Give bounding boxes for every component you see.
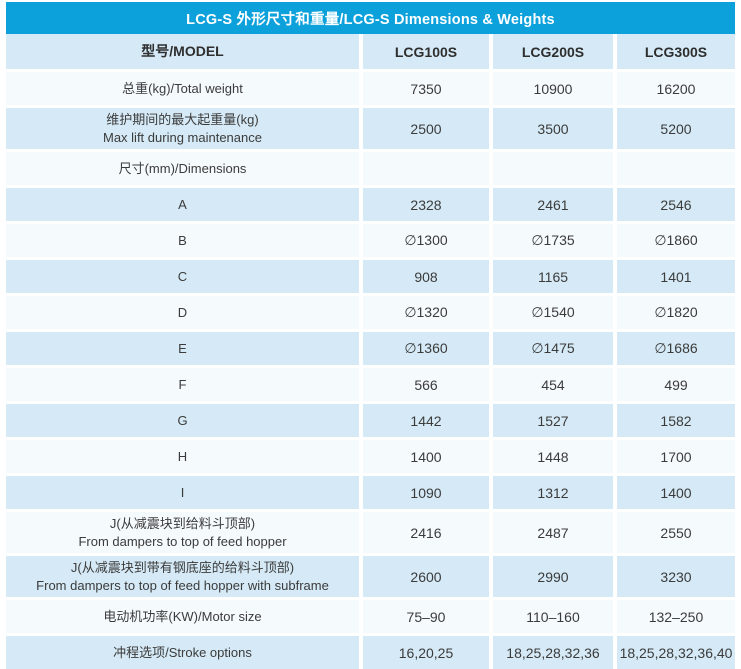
table-row-dim-b: B ∅1300 ∅1735 ∅1860: [6, 224, 735, 258]
table-row-dim-f: F 566 454 499: [6, 368, 735, 402]
row-label: G: [6, 404, 359, 438]
cell-value: 1400: [363, 440, 489, 474]
table-row-dim-c: C 908 1165 1401: [6, 260, 735, 294]
cell-value: 16,20,25: [363, 636, 489, 669]
column-header-lcg100s: LCG100S: [363, 34, 489, 69]
cell-value: ∅1540: [493, 296, 613, 330]
table-row-total-weight: 总重(kg)/Total weight 7350 10900 16200: [6, 72, 735, 105]
cell-value: ∅1860: [617, 224, 735, 258]
cell-value: 1400: [617, 476, 735, 510]
cell-value: 2600: [363, 556, 489, 598]
cell-value: [493, 152, 613, 186]
table-row-dim-i: I 1090 1312 1400: [6, 476, 735, 510]
cell-value: 1312: [493, 476, 613, 510]
table-row-dim-a: A 2328 2461 2546: [6, 188, 735, 222]
table-row-j-feed-hopper: J(从减震块到给料斗顶部) From dampers to top of fee…: [6, 512, 735, 554]
column-header-lcg300s: LCG300S: [617, 34, 735, 69]
row-label: 维护期间的最大起重量(kg) Max lift during maintenan…: [6, 108, 359, 150]
cell-value: [617, 152, 735, 186]
cell-value: 1090: [363, 476, 489, 510]
row-label: A: [6, 188, 359, 222]
row-label: 冲程选项/Stroke options: [6, 636, 359, 669]
cell-value: 1165: [493, 260, 613, 294]
cell-value: 10900: [493, 72, 613, 105]
cell-value: ∅1360: [363, 332, 489, 366]
row-label: I: [6, 476, 359, 510]
row-label: E: [6, 332, 359, 366]
row-label: 总重(kg)/Total weight: [6, 72, 359, 105]
table-row-dim-e: E ∅1360 ∅1475 ∅1686: [6, 332, 735, 366]
cell-value: ∅1686: [617, 332, 735, 366]
model-header-row: 型号/MODEL LCG100S LCG200S LCG300S: [6, 34, 735, 69]
cell-value: 566: [363, 368, 489, 402]
cell-value: 499: [617, 368, 735, 402]
cell-value: 1582: [617, 404, 735, 438]
cell-value: 1448: [493, 440, 613, 474]
row-label: F: [6, 368, 359, 402]
row-label: 尺寸(mm)/Dimensions: [6, 152, 359, 186]
cell-value: 18,25,28,32,36,40: [617, 636, 735, 669]
column-header-lcg200s: LCG200S: [493, 34, 613, 69]
row-label: B: [6, 224, 359, 258]
cell-value: 3500: [493, 108, 613, 150]
cell-value: 2461: [493, 188, 613, 222]
cell-value: 75–90: [363, 600, 489, 634]
table-row-dim-g: G 1442 1527 1582: [6, 404, 735, 438]
cell-value: 3230: [617, 556, 735, 598]
spec-table: LCG-S 外形尺寸和重量/LCG-S Dimensions & Weights…: [6, 2, 735, 669]
cell-value: 132–250: [617, 600, 735, 634]
model-header-label: 型号/MODEL: [6, 34, 359, 69]
table-title: LCG-S 外形尺寸和重量/LCG-S Dimensions & Weights: [6, 2, 735, 34]
cell-value: 454: [493, 368, 613, 402]
table-row-dimensions-heading: 尺寸(mm)/Dimensions: [6, 152, 735, 186]
cell-value: 908: [363, 260, 489, 294]
cell-value: ∅1735: [493, 224, 613, 258]
cell-value: 1527: [493, 404, 613, 438]
cell-value: 5200: [617, 108, 735, 150]
table-row-max-lift: 维护期间的最大起重量(kg) Max lift during maintenan…: [6, 108, 735, 150]
row-label: J(从减震块到给料斗顶部) From dampers to top of fee…: [6, 512, 359, 554]
cell-value: ∅1475: [493, 332, 613, 366]
table-row-dim-h: H 1400 1448 1700: [6, 440, 735, 474]
cell-value: 2416: [363, 512, 489, 554]
cell-value: 1700: [617, 440, 735, 474]
table-rows: 总重(kg)/Total weight 7350 10900 16200 维护期…: [6, 72, 735, 669]
cell-value: ∅1820: [617, 296, 735, 330]
cell-value: ∅1320: [363, 296, 489, 330]
cell-value: 2487: [493, 512, 613, 554]
row-label: J(从减震块到带有钢底座的给料斗顶部) From dampers to top …: [6, 556, 359, 598]
row-label: C: [6, 260, 359, 294]
cell-value: 2990: [493, 556, 613, 598]
table-row-stroke-options: 冲程选项/Stroke options 16,20,25 18,25,28,32…: [6, 636, 735, 669]
cell-value: 7350: [363, 72, 489, 105]
cell-value: 1442: [363, 404, 489, 438]
table-row-motor-size: 电动机功率(KW)/Motor size 75–90 110–160 132–2…: [6, 600, 735, 634]
cell-value: 2328: [363, 188, 489, 222]
table-row-dim-d: D ∅1320 ∅1540 ∅1820: [6, 296, 735, 330]
row-label: 电动机功率(KW)/Motor size: [6, 600, 359, 634]
cell-value: 18,25,28,32,36: [493, 636, 613, 669]
row-label: D: [6, 296, 359, 330]
cell-value: [363, 152, 489, 186]
cell-value: 110–160: [493, 600, 613, 634]
cell-value: 1401: [617, 260, 735, 294]
cell-value: 2546: [617, 188, 735, 222]
table-body: 型号/MODEL LCG100S LCG200S LCG300S 总重(kg)/…: [6, 34, 735, 669]
cell-value: ∅1300: [363, 224, 489, 258]
table-row-j-feed-hopper-subframe: J(从减震块到带有钢底座的给料斗顶部) From dampers to top …: [6, 556, 735, 598]
cell-value: 16200: [617, 72, 735, 105]
cell-value: 2500: [363, 108, 489, 150]
cell-value: 2550: [617, 512, 735, 554]
row-label: H: [6, 440, 359, 474]
